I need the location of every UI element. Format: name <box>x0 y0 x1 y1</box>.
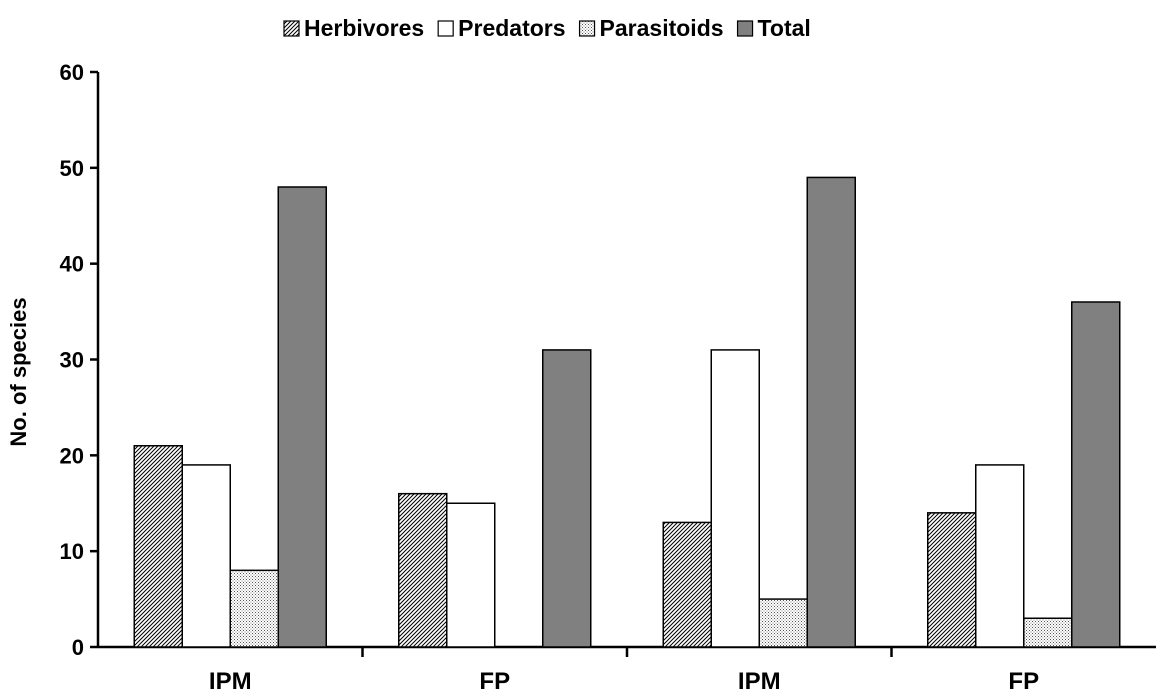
y-tick-label: 0 <box>72 635 84 660</box>
bar-predators <box>181 464 231 648</box>
legend-swatch-parasitoids <box>578 20 596 37</box>
y-tick-label: 40 <box>60 252 84 277</box>
y-tick-label: 50 <box>60 156 84 181</box>
bar-herbivores <box>133 445 183 648</box>
bars <box>133 176 1121 648</box>
y-tick-label: 30 <box>60 348 84 373</box>
legend-label: Parasitoids <box>600 15 724 41</box>
bar-total <box>1071 301 1121 648</box>
legend-label: Herbivores <box>304 15 424 41</box>
legend-swatch-herbivores <box>283 20 300 37</box>
bar-total <box>277 186 327 648</box>
bar-herbivores <box>398 492 448 648</box>
x-category-label: IPM <box>209 668 252 695</box>
y-axis: 0 10 20 30 40 50 60 <box>60 60 100 660</box>
y-tick-label: 60 <box>60 60 84 85</box>
x-axis: IPM FP IPM FP <box>98 645 1156 695</box>
bar-total <box>542 349 592 648</box>
legend: Herbivores Predators Parasitoids Total <box>283 15 811 41</box>
bar-predators <box>446 502 496 648</box>
legend-label: Predators <box>458 15 565 41</box>
y-tick-label: 20 <box>60 443 84 468</box>
x-category-label: IPM <box>738 668 781 695</box>
bar-parasitoids <box>229 569 279 648</box>
bar-total <box>806 176 856 648</box>
bar-parasitoids <box>758 598 808 648</box>
y-tick-label: 10 <box>60 539 84 564</box>
bar-parasitoids <box>1023 617 1073 648</box>
legend-swatch-predators <box>437 20 454 37</box>
x-category-label: FP <box>479 668 510 695</box>
bar-predators <box>710 349 760 648</box>
x-category-label: FP <box>1008 668 1039 695</box>
legend-swatch-total <box>736 20 754 37</box>
bar-predators <box>975 464 1025 648</box>
y-axis-title: No. of species <box>6 297 31 446</box>
legend-label: Total <box>758 15 811 41</box>
bar-herbivores <box>662 521 712 648</box>
bar-herbivores <box>927 512 977 648</box>
